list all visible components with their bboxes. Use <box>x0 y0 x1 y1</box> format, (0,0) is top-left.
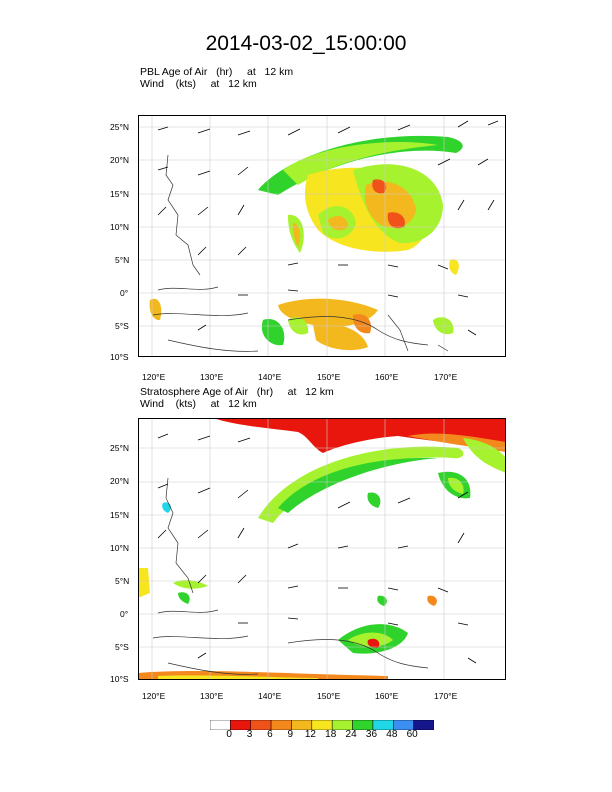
colorbar-label: 3 <box>246 729 253 740</box>
colorbar-label: 24 <box>345 729 357 740</box>
lat-label: 0° <box>120 288 129 298</box>
lon-label: 150°E <box>317 372 341 382</box>
lat-label: 10°N <box>110 222 129 232</box>
pbl-age-map <box>138 115 506 357</box>
colorbar-label: 18 <box>325 729 337 740</box>
pbl-grid <box>138 115 506 357</box>
strat-age-map <box>138 418 506 680</box>
panel2-field-label: Stratosphere Age of Air (hr) at 12 km <box>140 386 334 398</box>
colorbar-label: 9 <box>287 729 294 740</box>
lon-label: 140°E <box>258 372 282 382</box>
lon-label: 150°E <box>317 691 341 701</box>
lat-label: 5°S <box>115 642 129 652</box>
colorbar-swatches <box>209 719 435 731</box>
colorbar-label: 36 <box>365 729 378 740</box>
lon-label: 120°E <box>142 691 166 701</box>
strat-field-shading <box>138 418 506 680</box>
lat-label: 10°S <box>110 674 129 684</box>
lat-label: 25°N <box>110 122 129 132</box>
panel1-wind-label: Wind (kts) at 12 km <box>140 78 257 90</box>
pbl-field-shading <box>149 135 463 351</box>
lon-label: 160°E <box>375 691 399 701</box>
colorbar-label: 60 <box>406 729 418 740</box>
panel2-wind-label: Wind (kts) at 12 km <box>140 398 257 410</box>
colorbar-label: 6 <box>267 729 273 740</box>
lat-label: 5°N <box>115 576 130 586</box>
strat-wind-barbs <box>157 433 477 664</box>
lon-label: 160°E <box>375 372 399 382</box>
lon-label: 170°E <box>434 372 458 382</box>
lat-label: 15°N <box>110 189 129 199</box>
colorbar-label: 12 <box>304 729 316 740</box>
colorbar-label: 48 <box>386 729 398 740</box>
lat-label: 5°N <box>115 255 130 265</box>
lon-label: 140°E <box>258 691 282 701</box>
lon-label: 170°E <box>434 691 458 701</box>
panel1-header: PBL Age of Air (hr) at 12 km Wind (kts) … <box>140 66 293 90</box>
lat-label: 5°S <box>115 321 129 331</box>
lon-label: 130°E <box>200 372 224 382</box>
lon-label: 120°E <box>142 372 166 382</box>
colorbar: 0 3 6 9 12 18 24 36 48 60 <box>209 717 435 740</box>
colorbar-label: 0 <box>226 729 232 740</box>
panel2-header: Stratosphere Age of Air (hr) at 12 km Wi… <box>140 386 334 410</box>
lat-label: 0° <box>120 609 129 619</box>
lat-label: 15°N <box>110 510 129 520</box>
lat-label: 10°N <box>110 543 129 553</box>
panel1-field-label: PBL Age of Air (hr) at 12 km <box>140 66 294 78</box>
lat-label: 20°N <box>110 476 129 486</box>
lat-label: 10°S <box>110 352 129 362</box>
lat-label: 20°N <box>110 155 129 165</box>
plot-title: 2014-03-02_15:00:00 <box>205 32 407 55</box>
lon-label: 130°E <box>200 691 224 701</box>
strat-grid <box>138 418 506 680</box>
lat-label: 25°N <box>110 443 129 453</box>
strat-coastlines <box>152 477 429 675</box>
pbl-coastlines <box>152 154 449 352</box>
pbl-wind-barbs <box>157 120 499 336</box>
